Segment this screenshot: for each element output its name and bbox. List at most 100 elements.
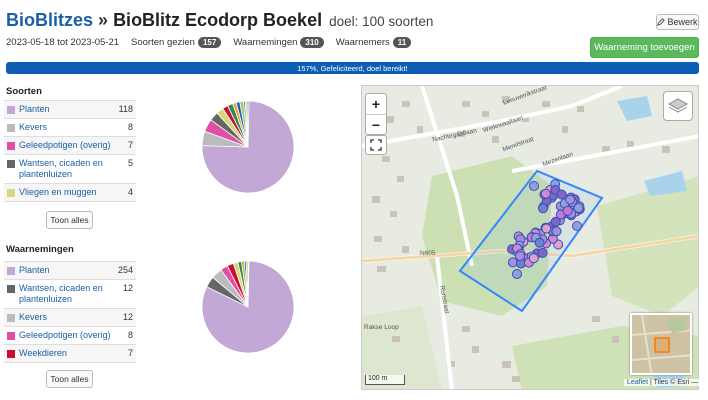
zoom-in-button[interactable]: + [371, 96, 381, 112]
page-title: BioBlitzes » BioBlitz Ecodorp Boekel doe… [6, 10, 433, 31]
observations-pie-chart [201, 260, 295, 354]
goal-progress-bar: 157%, Gefeliciteerd, doel bereikt! [6, 62, 699, 74]
observations_section-legend-row: Planten 254 [4, 262, 136, 280]
color-swatch [7, 285, 15, 293]
color-swatch [7, 314, 15, 322]
group-count: 5 [127, 158, 133, 168]
color-swatch [7, 160, 15, 168]
group-count: 12 [122, 283, 133, 293]
species-seen: Soorten gezien 157 [131, 37, 222, 48]
color-swatch [7, 332, 15, 340]
fullscreen-button[interactable] [365, 135, 387, 155]
observations_section-group-link[interactable]: Wantsen, cicaden en plantenluizen [7, 283, 123, 305]
edit-button[interactable]: Bewerk [656, 14, 699, 30]
add-observation-button[interactable]: Waarneming toevoegen [590, 37, 699, 58]
group-name: Kevers [19, 312, 48, 322]
observations-pie-slice [247, 260, 250, 308]
observation-marker[interactable] [550, 216, 561, 227]
group-count: 118 [118, 104, 133, 114]
observation-marker[interactable] [538, 203, 548, 214]
species_section-group-link[interactable]: Wantsen, cicaden en plantenluizen [7, 158, 128, 180]
group-count: 8 [127, 330, 133, 340]
observation-marker[interactable] [537, 247, 548, 258]
street-label: N605 [420, 250, 436, 257]
observations_section-legend-row: Wantsen, cicaden en plantenluizen 12 [4, 280, 136, 309]
bioblitzes-link[interactable]: BioBlitzes [6, 10, 94, 30]
observation-marker[interactable] [565, 194, 576, 205]
species-section-title: Soorten [6, 86, 42, 97]
layers-icon [668, 98, 688, 113]
group-name: Planten [19, 265, 50, 275]
observation-marker[interactable] [515, 251, 525, 261]
zoom-out-button[interactable]: − [366, 114, 386, 134]
group-count: 7 [127, 348, 133, 358]
observation-markers[interactable] [507, 179, 585, 279]
layers-button[interactable] [663, 91, 693, 121]
observation-marker[interactable] [541, 223, 552, 234]
observation-marker[interactable] [528, 253, 539, 264]
map-zoom-control: + − [365, 93, 387, 135]
color-swatch [7, 267, 15, 275]
observation-marker[interactable] [540, 188, 551, 199]
observation-marker[interactable] [572, 221, 582, 231]
species_section-group-link[interactable]: Vliegen en muggen [7, 187, 97, 198]
species-pie-slice [246, 100, 250, 148]
species_section-legend-row: Geleedpotigen (overig) 7 [4, 137, 136, 155]
group-count: 8 [127, 122, 133, 132]
observations_section-legend-row: Weekdieren 7 [4, 345, 136, 363]
group-name: Kevers [19, 122, 48, 132]
color-swatch [7, 142, 15, 150]
group-name: Planten [19, 104, 50, 114]
street-label: Rakse Loop [364, 324, 399, 331]
bioblitz-title: BioBlitz Ecodorp Boekel [113, 10, 323, 30]
species_section-group-link[interactable]: Geleedpotigen (overig) [7, 140, 111, 151]
species-count-badge: 157 [197, 37, 222, 48]
observation-marker[interactable] [529, 181, 539, 191]
leaflet-link[interactable]: Leaflet [627, 379, 649, 386]
observations_section-legend-row: Geleedpotigen (overig) 8 [4, 327, 136, 345]
species_section-legend-row: Planten 118 [4, 101, 136, 119]
map-scale: 100 m [365, 375, 405, 385]
species_section-legend-row: Vliegen en muggen 4 [4, 184, 136, 202]
species_section-group-link[interactable]: Kevers [7, 122, 47, 133]
observers-stat: Waarnemers 11 [336, 37, 412, 48]
map-attribution: Leaflet | Tiles © Esri — [624, 379, 702, 386]
minimap[interactable] [630, 313, 692, 375]
observation-marker[interactable] [551, 226, 562, 237]
observations_section-group-link[interactable]: Planten [7, 265, 50, 276]
group-name: Geleedpotigen (overig) [19, 330, 111, 340]
attribution-text: | Tiles © Esri — [649, 379, 699, 386]
observation-marker[interactable] [512, 269, 522, 279]
pencil-icon [657, 18, 666, 26]
observations_section-group-link[interactable]: Geleedpotigen (overig) [7, 330, 111, 341]
species_section-legend-row: Wantsen, cicaden en plantenluizen 5 [4, 155, 136, 184]
group-count: 12 [122, 312, 133, 322]
group-name: Weekdieren [19, 348, 67, 358]
group-count: 4 [127, 187, 133, 197]
observations-show-all-button[interactable]: Toon alles [46, 370, 93, 388]
color-swatch [7, 124, 15, 132]
observation-marker[interactable] [573, 203, 584, 213]
observations_section-group-link[interactable]: Kevers [7, 312, 47, 323]
group-name: Geleedpotigen (overig) [19, 140, 111, 150]
species_section-group-link[interactable]: Planten [7, 104, 50, 115]
observers-label: Waarnemers [335, 37, 390, 48]
group-name: Vliegen en muggen [19, 187, 97, 197]
observation-marker[interactable] [507, 257, 518, 268]
species_section-legend-row: Kevers 8 [4, 119, 136, 137]
color-swatch [7, 350, 15, 358]
goal-text: doel: 100 soorten [329, 14, 434, 29]
breadcrumb-separator: » [98, 10, 109, 30]
species-legend: Planten 118 Kevers 8 Geleedpotigen (overig) 7… [4, 100, 136, 202]
progress-text: 157%, Gefeliciteerd, doel bereikt! [297, 63, 408, 73]
observers-count-badge: 11 [392, 37, 412, 48]
observation-marker[interactable] [556, 189, 567, 200]
observations-label: Waarnemingen [233, 37, 298, 48]
species-pie-chart [201, 100, 295, 194]
observation-marker[interactable] [534, 237, 545, 248]
observations-pie-slice [201, 260, 295, 354]
group-count: 7 [127, 140, 133, 150]
observations_section-group-link[interactable]: Weekdieren [7, 348, 67, 359]
observation-marker[interactable] [562, 205, 573, 216]
species-show-all-button[interactable]: Toon alles [46, 211, 93, 229]
